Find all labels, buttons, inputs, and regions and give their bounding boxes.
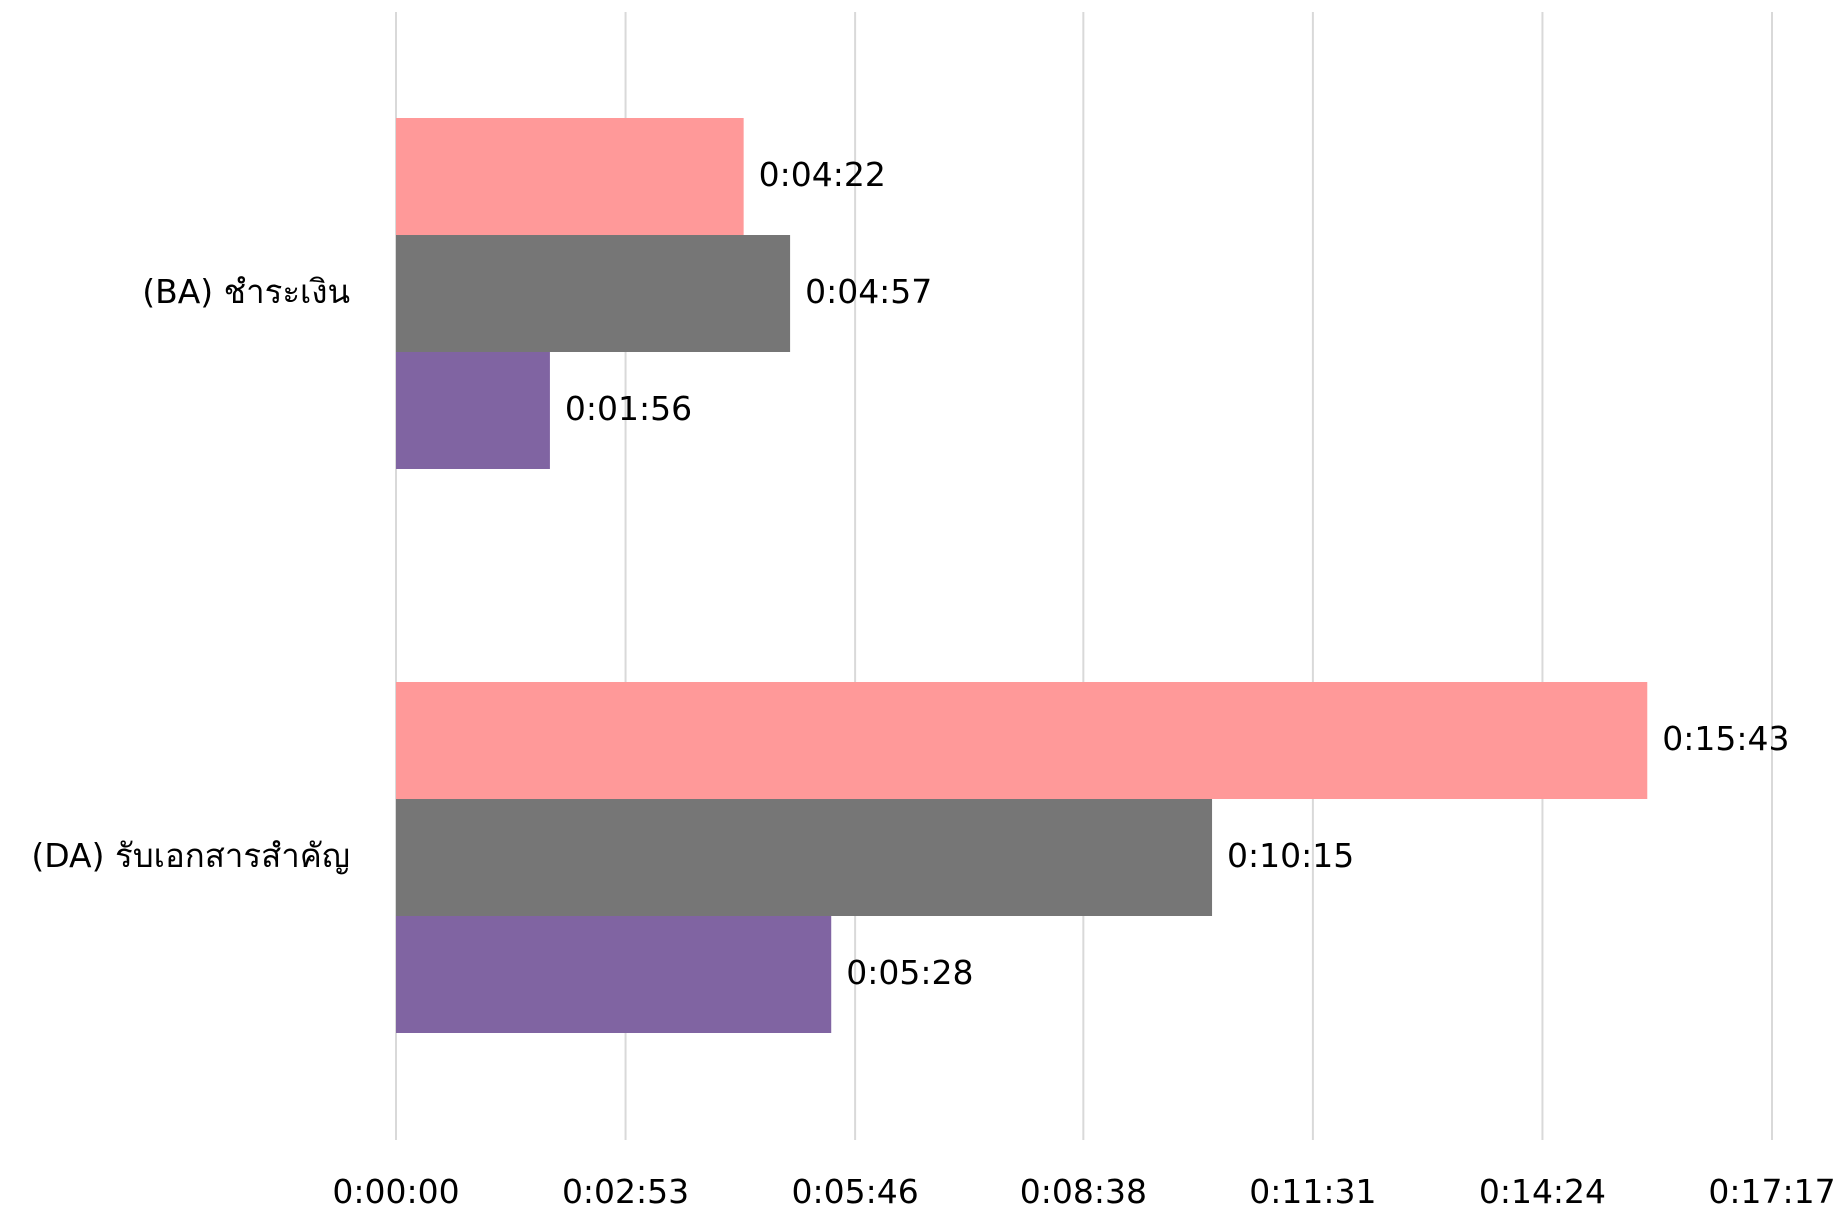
x-tick-label: 0:08:38 [1020,1172,1147,1211]
category-label: (DA) รับเอกสารสำคัญ [31,836,350,875]
x-tick-label: 0:00:00 [332,1172,459,1211]
x-tick-label: 0:02:53 [562,1172,689,1211]
x-tick-label: 0:05:46 [791,1172,918,1211]
data-label: 0:04:22 [759,155,886,194]
data-label: 0:10:15 [1227,836,1354,875]
x-tick-label: 0:17:17 [1708,1172,1835,1211]
bar [396,235,791,352]
y-axis: (BA) ชำระเงิน (DA) รับเอกสารสำคัญ [31,272,350,875]
data-label: 0:01:56 [565,389,692,428]
data-label: 0:05:28 [846,953,973,992]
bar [396,118,744,235]
x-tick-label: 0:11:31 [1249,1172,1376,1211]
data-label: 0:15:43 [1662,719,1789,758]
data-label: 0:04:57 [805,272,932,311]
category-label: (BA) ชำระเงิน [142,272,350,311]
bar [396,352,550,469]
bars [396,118,1648,1033]
bar [396,916,832,1033]
data-labels: 0:04:22 0:15:43 0:04:57 0:10:15 0:01:56 0:05:… [565,155,1790,992]
bar [396,799,1213,916]
x-axis: 0:00:00 0:02:53 0:05:46 0:08:38 0:11:31 0:14:… [332,1172,1835,1211]
x-tick-label: 0:14:24 [1479,1172,1606,1211]
bar [396,682,1648,799]
